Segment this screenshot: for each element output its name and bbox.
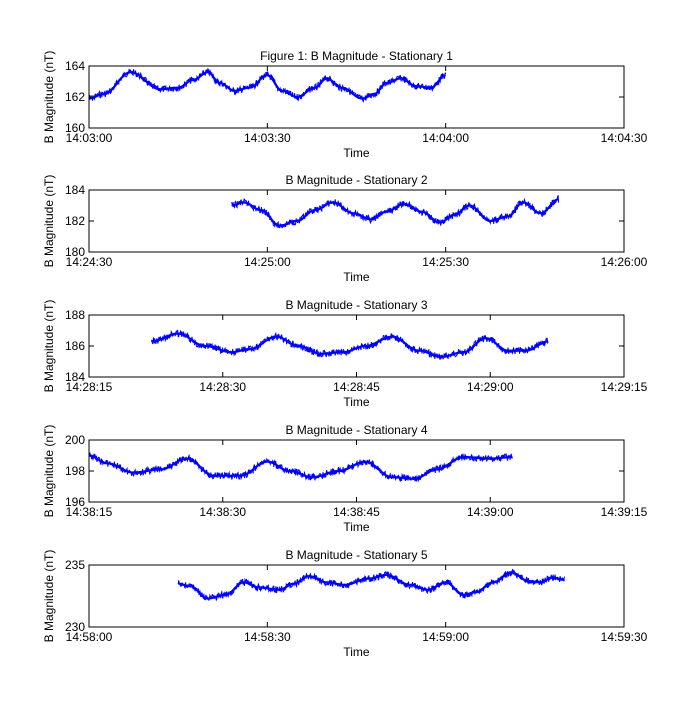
series-line-core [151, 332, 549, 358]
series-line [231, 194, 560, 229]
x-tick-label: 14:58:30 [244, 630, 291, 644]
series-line-core [89, 71, 446, 100]
axes-frame [88, 439, 625, 503]
x-tick-label: 14:29:00 [467, 380, 514, 394]
subplot-title: B Magnitude - Stationary 4 [285, 423, 427, 437]
x-tick-label: 14:38:30 [199, 505, 246, 519]
x-axis-label: Time [343, 395, 370, 409]
x-tick-label: 14:39:15 [601, 505, 648, 519]
subplot-title: B Magnitude - Stationary 2 [285, 173, 427, 187]
y-axis-label: B Magnitude (nT) [42, 550, 56, 643]
y-axis-label: B Magnitude (nT) [42, 51, 56, 144]
subplot-5: 14:58:00 14:58:30 14:59:00 14:59:30 230 235 B … [42, 548, 648, 659]
x-tick-label: 14:59:00 [422, 630, 469, 644]
subplot-1: 14:03:00 14:03:30 14:04:00 14:04:30 160 162 16… [42, 49, 648, 160]
subplot-title: B Magnitude - Stationary 5 [285, 548, 427, 562]
y-tick-label: 196 [65, 495, 85, 509]
x-axis-label: Time [343, 146, 370, 160]
series-line-core [231, 198, 559, 227]
y-tick-label: 182 [65, 214, 85, 228]
axes-frame [88, 314, 625, 378]
x-tick-label: 14:03:30 [244, 131, 291, 145]
x-tick-label: 14:04:30 [601, 131, 648, 145]
x-tick-label: 14:25:00 [244, 255, 291, 269]
subplot-title: B Magnitude - Stationary 3 [285, 298, 427, 312]
y-tick-label: 184 [65, 183, 85, 197]
x-axis-label: Time [343, 520, 370, 534]
y-tick-label: 184 [65, 370, 85, 384]
x-axis-label: Time [343, 645, 370, 659]
x-tick-label: 14:38:15 [66, 505, 113, 519]
x-tick-label: 14:38:45 [333, 505, 380, 519]
x-tick-label: 14:29:15 [601, 380, 648, 394]
subplot-title: Figure 1: B Magnitude - Stationary 1 [260, 49, 453, 63]
x-tick-label: 14:24:30 [66, 255, 113, 269]
subplot-4: 14:38:15 14:38:30 14:38:45 14:39:00 14:39:15… [42, 423, 648, 534]
y-tick-label: 186 [65, 339, 85, 353]
y-tick-label: 164 [65, 59, 85, 73]
axes-frame [88, 189, 625, 253]
x-tick-label: 14:28:15 [66, 380, 113, 394]
axes-frame [88, 564, 625, 628]
y-tick-label: 235 [65, 558, 85, 572]
x-tick-label: 14:39:00 [467, 505, 514, 519]
y-tick-label: 180 [65, 245, 85, 259]
series-line-core [89, 454, 513, 480]
y-axis-label: B Magnitude (nT) [42, 300, 56, 393]
y-axis-label: B Magnitude (nT) [42, 425, 56, 518]
subplot-2: 14:24:30 14:25:00 14:25:30 14:26:00 180 182 18… [42, 173, 648, 284]
x-tick-label: 14:28:45 [333, 380, 380, 394]
series-line-core [178, 571, 565, 600]
y-axis-label: B Magnitude (nT) [42, 175, 56, 268]
x-tick-label: 14:58:00 [66, 630, 113, 644]
y-tick-label: 200 [65, 433, 85, 447]
x-tick-label: 14:26:00 [601, 255, 648, 269]
y-tick-label: 160 [65, 121, 85, 135]
x-tick-label: 14:03:00 [66, 131, 113, 145]
x-tick-label: 14:04:00 [422, 131, 469, 145]
series-line [150, 329, 549, 360]
y-tick-label: 230 [65, 620, 85, 634]
y-tick-label: 198 [65, 464, 85, 478]
x-axis-label: Time [343, 270, 370, 284]
series-line [89, 67, 447, 103]
x-tick-label: 14:28:30 [199, 380, 246, 394]
y-tick-label: 162 [65, 90, 85, 104]
x-tick-label: 14:25:30 [422, 255, 469, 269]
subplot-3: 14:28:15 14:28:30 14:28:45 14:29:00 14:29:15… [42, 298, 648, 409]
series-line [89, 452, 513, 483]
y-tick-label: 188 [65, 308, 85, 322]
x-tick-label: 14:59:30 [601, 630, 648, 644]
